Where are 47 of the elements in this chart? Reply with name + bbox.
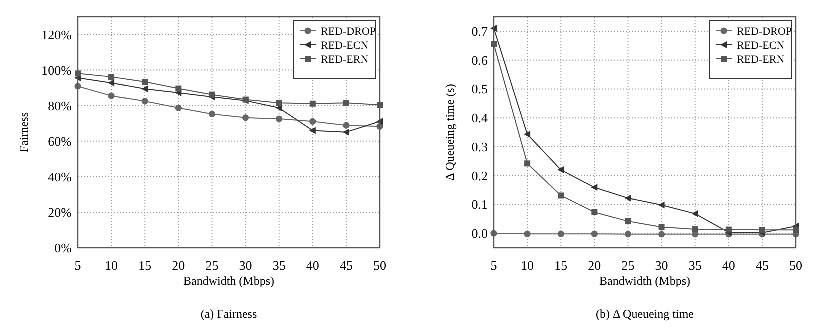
x-tick-label: 35 — [688, 258, 702, 273]
y-axis-title: Δ Queueing time (s) — [443, 84, 457, 181]
y-tick-label: 0.2 — [472, 168, 488, 184]
legend-label: RED-ERN — [321, 54, 369, 66]
x-axis-title: Bandwidth (Mbps) — [184, 274, 274, 288]
x-tick-label: 50 — [790, 258, 802, 273]
x-tick-label: 20 — [172, 258, 186, 273]
x-tick-label: 50 — [374, 258, 386, 273]
legend-label: RED-ERN — [737, 54, 785, 66]
y-tick-label: 0.1 — [472, 197, 488, 212]
x-tick-label: 10 — [521, 258, 534, 273]
y-tick-label: 0.0 — [472, 226, 488, 242]
y-tick-label: 0% — [54, 240, 72, 256]
x-tick-label: 35 — [272, 258, 286, 273]
x-tick-label: 45 — [756, 258, 769, 273]
y-tick-label: 80% — [48, 98, 72, 114]
y-tick-label: 60% — [48, 134, 72, 149]
x-tick-label: 5 — [74, 258, 82, 273]
text: (a) Fairness — [200, 307, 258, 321]
y-tick-label: 0.3 — [472, 139, 488, 154]
y-tick-label: 40% — [48, 169, 72, 184]
legend-label: RED-ECN — [737, 40, 785, 52]
legend-label: RED-DROP — [321, 26, 376, 38]
legend-label: RED-DROP — [737, 26, 792, 38]
x-tick-label: 30 — [239, 258, 252, 273]
x-tick-label: 15 — [138, 258, 152, 273]
x-tick-label: 30 — [655, 258, 668, 273]
x-tick-label: 15 — [554, 258, 568, 273]
y-tick-label: 20% — [48, 204, 72, 220]
x-tick-label: 40 — [722, 258, 736, 273]
y-tick-label: 100% — [42, 62, 72, 78]
x-axis-title: Bandwidth (Mbps) — [600, 274, 690, 288]
y-tick-label: 0.7 — [472, 24, 488, 39]
x-tick-label: 40 — [306, 258, 320, 273]
y-tick-label: 0.5 — [472, 82, 488, 97]
x-tick-label: 25 — [622, 258, 635, 273]
x-tick-label: 5 — [490, 258, 498, 273]
x-tick-label: 20 — [588, 258, 602, 273]
x-tick-label: 10 — [105, 258, 118, 273]
x-tick-label: 25 — [206, 258, 219, 273]
y-tick-label: 0.6 — [472, 52, 488, 68]
y-tick-label: 120% — [42, 27, 72, 42]
y-axis-title: Fairness — [17, 112, 31, 152]
text: (b) Δ Queueing time — [596, 307, 694, 321]
x-tick-label: 45 — [340, 258, 353, 273]
y-tick-label: 0.4 — [472, 110, 488, 126]
legend-label: RED-ECN — [321, 40, 369, 52]
